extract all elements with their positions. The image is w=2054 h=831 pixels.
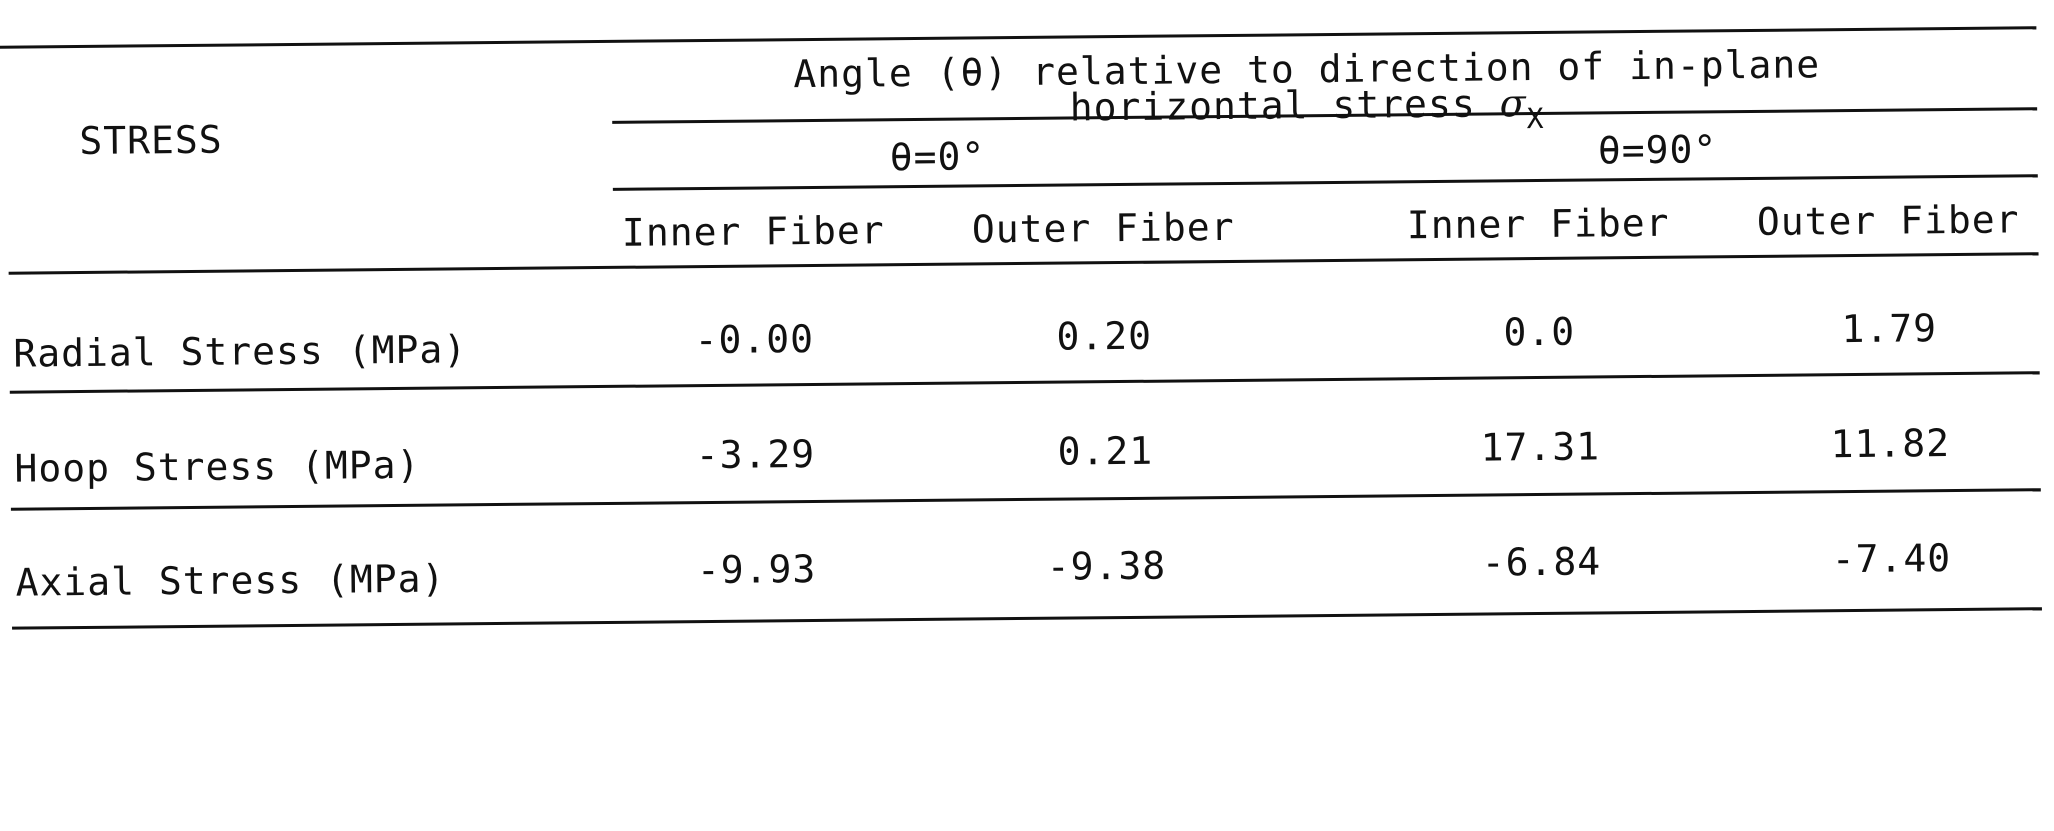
group-header-line2-text: horizontal stress	[1069, 81, 1500, 130]
column-header-inner-fiber-90: Inner Fiber	[1406, 200, 1670, 248]
column-header-outer-fiber-90: Outer Fiber	[1756, 197, 2020, 244]
row-label-hoop: Hoop Stress (MPa)	[14, 442, 421, 491]
hoop-outer-90: 11.82	[1830, 421, 1951, 467]
row-label-radial: Radial Stress (MPa)	[13, 327, 468, 376]
column-header-inner-fiber-0: Inner Fiber	[621, 208, 885, 255]
sigma-symbol: σ	[1499, 81, 1527, 126]
hoop-outer-0: 0.21	[1057, 428, 1154, 474]
stress-header-label: STRESS	[79, 117, 223, 164]
radial-outer-0: 0.20	[1056, 313, 1153, 359]
angle-header-90: θ=90°	[1597, 127, 1718, 173]
radial-inner-0: -0.00	[694, 316, 815, 363]
angle-header-0: θ=0°	[889, 134, 986, 180]
hoop-inner-90: 17.31	[1480, 424, 1601, 470]
column-header-rule	[8, 252, 2039, 275]
table-bottom-rule	[12, 607, 2042, 630]
radial-inner-90: 0.0	[1503, 309, 1576, 355]
hoop-inner-0: -3.29	[695, 431, 816, 478]
radial-outer-90: 1.79	[1841, 306, 1938, 352]
axial-outer-90: -7.40	[1831, 536, 1952, 582]
row-label-axial: Axial Stress (MPa)	[15, 556, 446, 605]
row-divider-2	[10, 488, 2041, 511]
axial-inner-0: -9.93	[696, 546, 817, 593]
axial-inner-90: -6.84	[1481, 539, 1602, 585]
axial-outer-0: -9.38	[1046, 543, 1167, 589]
column-header-outer-fiber-0: Outer Fiber	[971, 204, 1235, 252]
row-divider-1	[9, 371, 2040, 394]
